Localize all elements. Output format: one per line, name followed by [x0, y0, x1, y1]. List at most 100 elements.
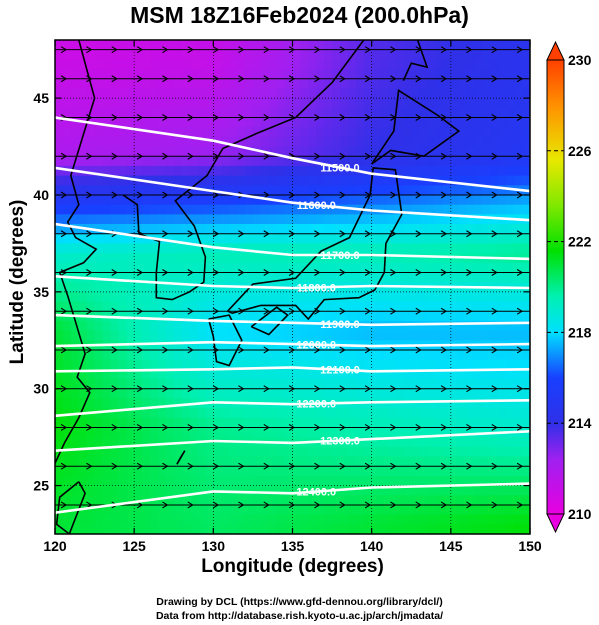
field-cell: [150, 514, 159, 525]
field-cell: [205, 224, 214, 235]
field-cell: [70, 243, 80, 254]
field-cell: [237, 417, 246, 429]
field-cell: [292, 136, 301, 148]
field-cell: [260, 165, 270, 177]
field-cell: [403, 398, 412, 409]
field-cell: [221, 98, 230, 109]
field-cell: [142, 311, 151, 322]
field-cell: [403, 369, 412, 380]
field-cell: [522, 146, 530, 157]
field-cell: [482, 127, 491, 138]
field-cell: [522, 156, 530, 167]
field-cell: [102, 475, 111, 487]
field-cell: [78, 350, 88, 361]
field-cell: [126, 262, 135, 274]
field-cell: [102, 59, 111, 70]
field-cell: [102, 301, 111, 312]
field-cell: [189, 253, 199, 264]
field-cell: [126, 69, 135, 80]
field-cell: [237, 175, 246, 186]
field-cell: [150, 369, 159, 380]
field-cell: [419, 272, 428, 283]
field-cell: [213, 88, 222, 99]
field-cell: [213, 40, 222, 51]
field-cell: [363, 272, 373, 283]
field-cell: [292, 514, 301, 525]
field-cell: [229, 117, 238, 128]
field-cell: [411, 185, 420, 196]
field-cell: [78, 78, 88, 89]
field-cell: [308, 350, 317, 361]
field-cell: [435, 185, 444, 196]
field-cell: [403, 408, 412, 419]
field-cell: [308, 165, 317, 177]
field-cell: [379, 204, 389, 215]
field-cell: [292, 69, 301, 80]
field-cell: [332, 524, 341, 534]
field-cell: [522, 69, 530, 80]
field-cell: [522, 485, 530, 496]
field-cell: [70, 175, 80, 186]
field-cell: [450, 195, 460, 206]
field-cell: [427, 98, 436, 109]
field-cell: [252, 117, 262, 128]
field-cell: [134, 398, 143, 409]
field-cell: [245, 427, 254, 438]
field-cell: [403, 427, 412, 438]
field-cell: [268, 69, 278, 80]
field-cell: [450, 40, 460, 51]
field-cell: [260, 524, 270, 534]
field-cell: [450, 495, 460, 506]
field-cell: [482, 466, 491, 477]
field-cell: [466, 485, 476, 496]
field-cell: [340, 437, 349, 448]
field-cell: [340, 146, 349, 157]
field-cell: [514, 117, 523, 128]
field-cell: [245, 156, 254, 167]
field-cell: [237, 408, 246, 419]
field-cell: [86, 456, 96, 467]
field-cell: [419, 427, 428, 438]
field-cell: [450, 107, 460, 119]
field-cell: [514, 417, 523, 429]
field-cell: [498, 243, 507, 254]
wind-arrow: [364, 307, 372, 315]
field-cell: [332, 127, 341, 138]
field-cell: [442, 195, 452, 206]
field-cell: [363, 146, 373, 157]
field-cell: [126, 156, 135, 167]
field-cell: [62, 88, 72, 99]
field-cell: [229, 88, 238, 99]
contour-line: [55, 340, 530, 348]
field-cell: [371, 272, 381, 283]
field-cell: [110, 446, 119, 458]
field-cell: [308, 59, 317, 70]
field-cell: [197, 466, 206, 477]
field-cell: [78, 369, 88, 380]
field-cell: [427, 379, 436, 390]
field-cell: [411, 350, 420, 361]
field-cell: [506, 485, 515, 496]
field-cell: [237, 49, 246, 60]
field-cell: [245, 291, 254, 303]
field-cell: [94, 330, 104, 341]
wind-arrow: [212, 501, 220, 509]
field-cell: [490, 504, 499, 516]
field-cell: [268, 78, 278, 89]
field-cell: [411, 204, 420, 215]
field-cell: [78, 456, 88, 467]
field-cell: [150, 40, 159, 51]
field-cell: [371, 379, 381, 390]
field-cell: [450, 408, 460, 419]
field-cell: [62, 437, 72, 448]
field-cell: [474, 49, 484, 60]
field-cell: [189, 107, 199, 119]
field-cell: [427, 466, 436, 477]
field-cell: [514, 204, 523, 215]
field-cell: [324, 456, 333, 467]
field-cell: [260, 233, 270, 244]
wind-arrow: [440, 268, 448, 276]
field-cell: [126, 117, 135, 128]
field-cell: [442, 446, 452, 458]
field-cell: [450, 156, 460, 167]
